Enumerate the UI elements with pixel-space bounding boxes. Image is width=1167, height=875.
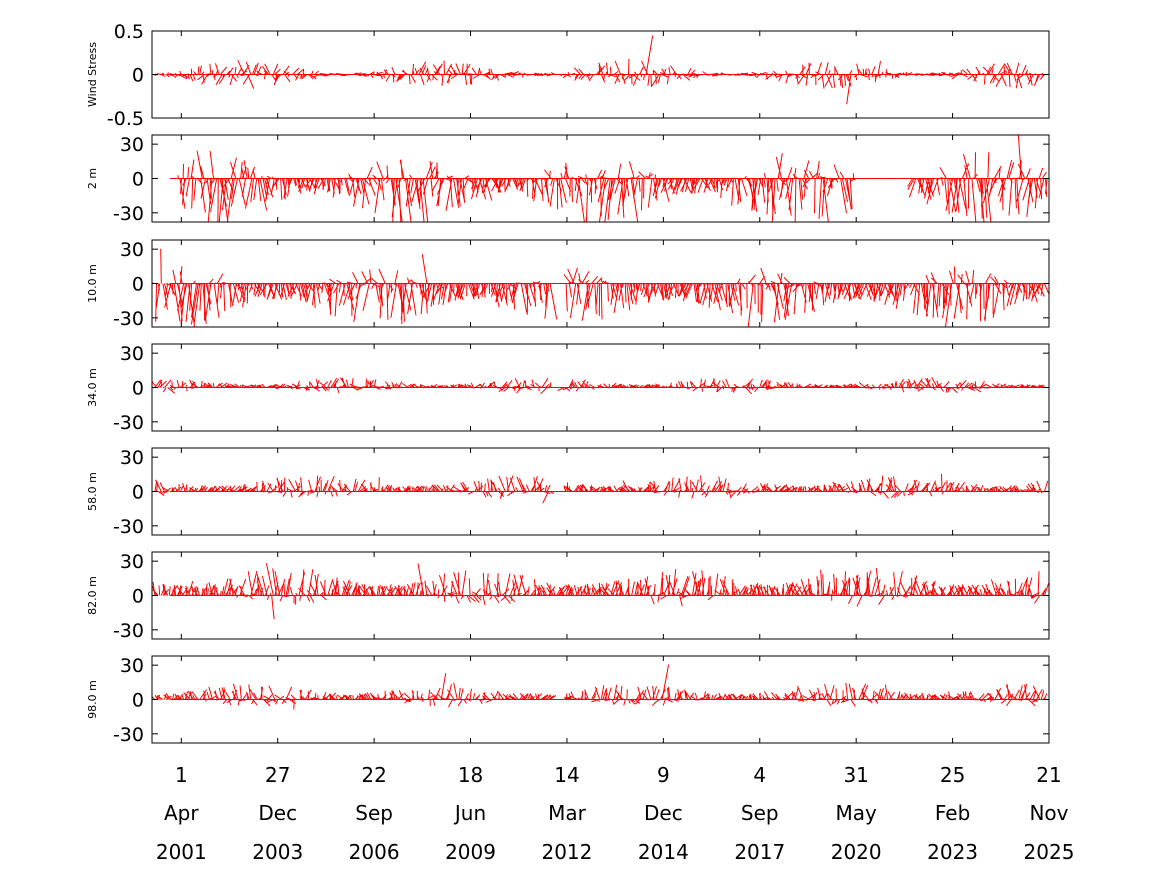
vector-sticks [154, 473, 1049, 504]
y-tick-label: -30 [113, 308, 144, 330]
x-tick-label-month: Feb [935, 801, 970, 825]
y-tick-label: 0 [132, 586, 144, 608]
panel-4: 30 0 -30 34.0 m [86, 343, 1050, 434]
y-axis-label: 82.0 m [86, 576, 99, 615]
vector-sticks [152, 248, 1049, 327]
vector-sticks [152, 563, 1049, 620]
y-tick-label: 0 [132, 482, 144, 504]
x-tick-label-day: 22 [361, 763, 386, 787]
panels: 0.5 0 -0.5 Wind Stress 30 0 -30 2 m 30 0 -30 10.0 m… [86, 21, 1050, 746]
x-tick-label-day: 1 [175, 763, 188, 787]
x-tick-label-year: 2017 [734, 840, 785, 864]
x-axis-labels: 1 Apr 2001 27 Dec 2003 22 Sep 2006 18 Jun 2009 14 Mar… [156, 763, 1075, 864]
y-axis-label: 2 m [86, 168, 99, 189]
y-tick-label: 30 [120, 239, 144, 261]
panel-2: 30 0 -30 2 m [86, 134, 1050, 225]
x-tick-label-day: 14 [554, 763, 579, 787]
y-axis-label: Wind Stress [86, 42, 99, 107]
panel-1: 0.5 0 -0.5 Wind Stress [86, 21, 1050, 130]
x-tick-label-year: 2025 [1024, 840, 1075, 864]
x-tick-label-day: 4 [753, 763, 766, 787]
y-tick-label: -0.5 [107, 108, 144, 130]
y-tick-label: 0 [132, 378, 144, 400]
y-tick-label: -30 [113, 412, 144, 434]
x-tick-label-year: 2023 [927, 840, 978, 864]
panel-7: 30 0 -30 98.0 m [86, 655, 1050, 746]
y-tick-label: 30 [120, 343, 144, 365]
x-tick-label-month: Jun [453, 801, 486, 825]
y-tick-label: -30 [113, 516, 144, 538]
x-tick-label-month: Dec [258, 801, 297, 825]
y-tick-label: 30 [120, 551, 144, 573]
x-tick-label-day: 31 [843, 763, 868, 787]
y-tick-label: -30 [113, 203, 144, 225]
x-tick-label-month: Sep [741, 801, 779, 825]
y-tick-label: 0 [132, 169, 144, 191]
x-tick-label-day: 25 [940, 763, 965, 787]
x-tick-label-month: Mar [548, 801, 587, 825]
y-tick-label: 0 [132, 690, 144, 712]
y-tick-label: 0 [132, 65, 144, 87]
x-tick-label-day: 21 [1036, 763, 1061, 787]
x-tick-label-month: May [836, 801, 878, 825]
x-tick-label-year: 2006 [349, 840, 400, 864]
x-tick-label-year: 2003 [252, 840, 303, 864]
vector-sticks [153, 35, 1045, 105]
x-tick-label-month: Apr [164, 801, 199, 825]
panel-6: 30 0 -30 82.0 m [86, 551, 1050, 642]
y-tick-label: -30 [113, 620, 144, 642]
y-axis-label: 58.0 m [86, 472, 99, 511]
x-tick-label-month: Nov [1029, 801, 1068, 825]
y-tick-label: 30 [120, 655, 144, 677]
vector-sticks [177, 135, 1049, 222]
x-tick-label-day: 18 [458, 763, 483, 787]
vector-sticks [152, 664, 1048, 710]
y-axis-label: 10.0 m [86, 264, 99, 303]
x-tick-label-year: 2009 [445, 840, 496, 864]
x-tick-label-month: Sep [355, 801, 393, 825]
y-tick-label: 0 [132, 274, 144, 296]
x-tick-label-year: 2012 [541, 840, 592, 864]
panel-3: 30 0 -30 10.0 m [86, 239, 1050, 330]
y-tick-label: 30 [120, 134, 144, 156]
x-tick-label-month: Dec [644, 801, 683, 825]
y-axis-label: 34.0 m [86, 368, 99, 407]
x-tick-label-day: 27 [265, 763, 290, 787]
x-tick-label-year: 2020 [831, 840, 882, 864]
panel-5: 30 0 -30 58.0 m [86, 447, 1050, 538]
x-tick-label-year: 2001 [156, 840, 207, 864]
y-tick-label: 30 [120, 447, 144, 469]
x-tick-label-year: 2014 [638, 840, 689, 864]
x-tick-label-day: 9 [657, 763, 670, 787]
y-tick-label: 0.5 [114, 21, 144, 43]
vector-sticks [152, 377, 1045, 395]
y-axis-label: 98.0 m [86, 680, 99, 719]
y-tick-label: -30 [113, 724, 144, 746]
